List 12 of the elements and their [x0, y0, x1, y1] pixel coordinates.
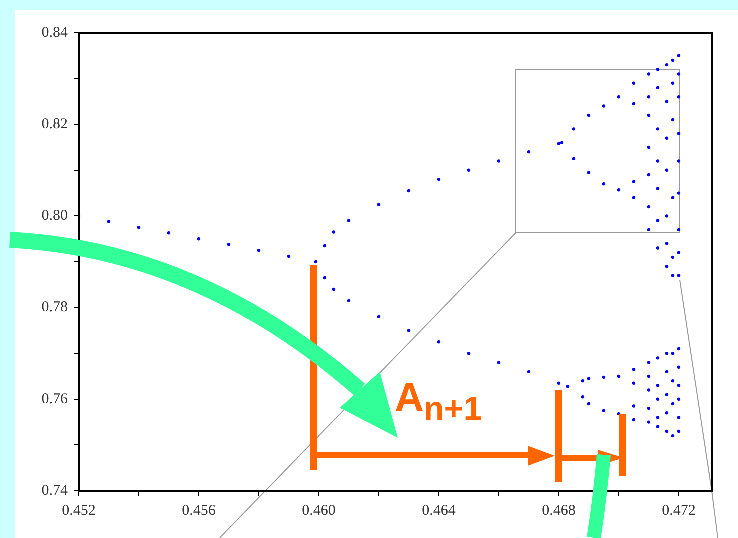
x-tick-label: 0.472: [662, 502, 696, 519]
y-tick-label: 0.78: [42, 300, 68, 316]
x-tick-label: 0.464: [422, 502, 456, 519]
x-tick-label: 0.460: [302, 502, 336, 519]
y-tick-label: 0.80: [42, 208, 68, 224]
y-tick-label: 0.84: [42, 24, 68, 41]
y-tick-label: 0.82: [42, 116, 68, 133]
x-tick-label: 0.456: [182, 502, 216, 519]
y-tick-label: 0.74: [42, 482, 68, 499]
y-tick-label: 0.76: [42, 391, 68, 408]
x-tick-label: 0.452: [62, 502, 96, 519]
x-tick-label: 0.468: [542, 502, 576, 519]
